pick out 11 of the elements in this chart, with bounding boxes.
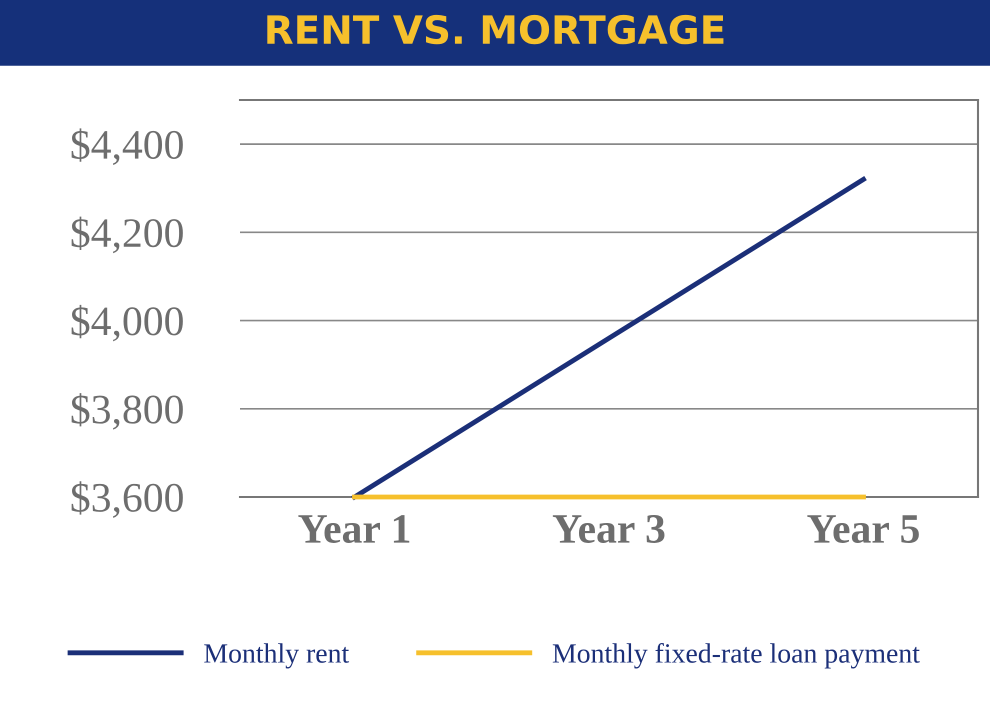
chart-title: RENT VS. MORTGAGE <box>267 14 724 44</box>
y-tick-label: $3,800 <box>72 393 183 430</box>
legend-label: Monthly fixed-rate loan payment <box>552 643 920 669</box>
y-tick-label: $4,200 <box>72 216 183 254</box>
legend-label: Monthly rent <box>204 643 350 669</box>
x-tick-label: Year 3 <box>552 514 664 543</box>
x-tick-label: Year 1 <box>298 515 410 543</box>
y-tick-label: $4,400 <box>72 128 183 165</box>
x-tick-label: Year 5 <box>807 515 919 543</box>
y-tick-label: $4,000 <box>72 304 183 342</box>
y-tick-label: $3,600 <box>72 481 183 518</box>
